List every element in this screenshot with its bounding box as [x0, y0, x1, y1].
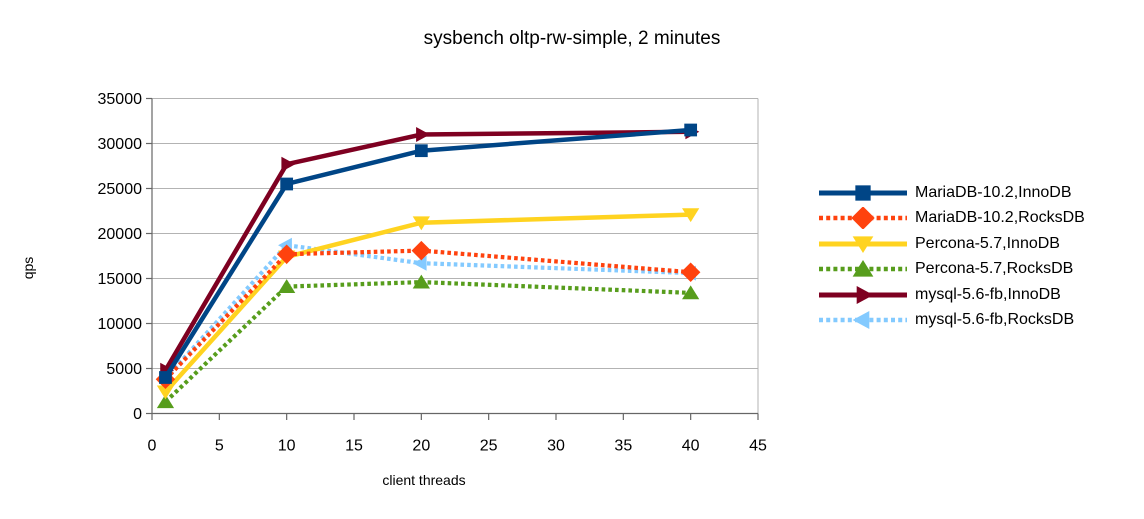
legend-item-label: Percona-5.7,InnoDB	[915, 234, 1060, 252]
legend-item-label: mysql-5.6-fb,InnoDB	[915, 285, 1061, 303]
triangle-down-icon	[852, 236, 874, 253]
y-tick-label: 0	[133, 406, 142, 423]
x-tick-label: 10	[278, 438, 296, 455]
y-tick-label: 15000	[98, 271, 143, 288]
series-line-percona-5-7-rocksdb	[164, 279, 691, 404]
diamond-icon	[851, 207, 875, 230]
x-tick-label: 40	[682, 438, 700, 455]
x-tick-label: 25	[480, 438, 498, 455]
x-tick-label: 0	[148, 438, 157, 455]
arrow-left-icon	[852, 311, 870, 330]
y-tick-label: 20000	[98, 226, 143, 243]
legend-item-mariadb-10-2-innodb: MariaDB-10.2,InnoDB	[818, 180, 1085, 206]
series-mariadb-10-2-innodb	[159, 123, 698, 384]
data-point-marker	[278, 279, 296, 293]
data-point-marker	[682, 285, 700, 300]
series-percona-5-7-innodb	[156, 208, 700, 400]
series-percona-5-7-rocksdb	[156, 274, 700, 409]
gridlines	[152, 98, 759, 414]
series-line-mariadb-10-2-innodb	[163, 127, 691, 379]
legend-swatch	[819, 207, 907, 230]
legend-swatch	[819, 260, 907, 277]
data-point-marker	[680, 262, 701, 282]
x-axis-title: client threads	[382, 472, 466, 488]
x-tick-label: 20	[412, 438, 430, 455]
x-tick-label: 5	[215, 438, 224, 455]
axes: 0 5000 10000 15000 20000 25000 30000 35000 0 5 10 1…	[98, 91, 768, 455]
data-point-marker	[156, 394, 175, 409]
data-point-marker	[280, 177, 294, 191]
data-point-marker	[684, 123, 698, 137]
triangle-up-icon	[852, 260, 874, 277]
legend-swatch	[819, 285, 907, 304]
y-tick-label: 10000	[98, 316, 143, 333]
x-tick-label: 15	[345, 438, 363, 455]
data-point-marker	[412, 216, 430, 231]
legend-swatch	[819, 236, 907, 253]
x-tick-label: 35	[614, 438, 632, 455]
y-tick-label: 5000	[106, 361, 142, 378]
y-tick-label: 35000	[98, 91, 143, 108]
legend-item-label: MariaDB-10.2,RocksDB	[915, 209, 1085, 227]
y-tick-label: 30000	[98, 136, 143, 153]
data-point-marker	[412, 274, 430, 289]
data-point-marker	[682, 208, 700, 223]
legend-swatch	[819, 311, 907, 330]
x-tick-label: 30	[547, 438, 565, 455]
series-line-mysql-5-6-fb-rocksdb	[163, 242, 691, 380]
square-icon	[855, 185, 871, 201]
arrow-right-icon	[856, 285, 874, 304]
legend: MariaDB-10.2,InnoDB MariaDB-10.2,RocksDB P…	[818, 180, 1085, 333]
data-point-marker	[412, 255, 427, 271]
series-line-percona-5-7-innodb	[163, 212, 691, 394]
data-point-marker	[156, 385, 175, 400]
data-point-marker	[276, 244, 297, 264]
data-point-marker	[281, 156, 296, 172]
legend-item-mysql-5-6-fb-rocksdb: mysql-5.6-fb,RocksDB	[818, 308, 1085, 334]
legend-item-mysql-5-6-fb-innodb: mysql-5.6-fb,InnoDB	[818, 282, 1085, 308]
series-line-mariadb-10-2-rocksdb	[163, 248, 691, 381]
data-point-marker	[414, 144, 428, 158]
legend-item-percona-5-7-innodb: Percona-5.7,InnoDB	[818, 231, 1085, 257]
chart-title: sysbench oltp-rw-simple, 2 minutes	[423, 28, 721, 49]
legend-swatch	[819, 185, 907, 201]
x-tick-label: 45	[749, 438, 767, 455]
series-line-mysql-5-6-fb-innodb	[163, 129, 691, 372]
legend-item-percona-5-7-rocksdb: Percona-5.7,RocksDB	[818, 257, 1085, 283]
legend-item-mariadb-10-2-rocksdb: MariaDB-10.2,RocksDB	[818, 206, 1085, 232]
data-point-marker	[416, 127, 430, 142]
legend-item-label: mysql-5.6-fb,RocksDB	[915, 311, 1075, 329]
legend-item-label: Percona-5.7,RocksDB	[915, 260, 1074, 278]
data-point-marker	[159, 371, 172, 384]
legend-item-label: MariaDB-10.2,InnoDB	[915, 183, 1072, 201]
y-tick-label: 25000	[98, 181, 143, 198]
data-point-marker	[411, 240, 432, 261]
